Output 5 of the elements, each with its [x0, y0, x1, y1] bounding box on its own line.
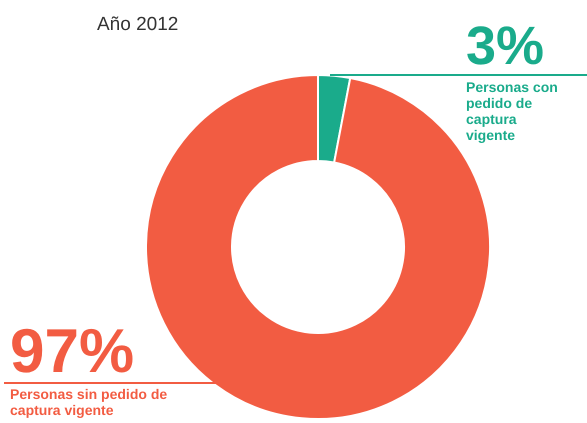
slice-label: Personas con pedido de captura vigente	[466, 79, 558, 143]
slice-label: Personas sin pedido de captura vigente	[10, 386, 168, 418]
chart-title: Año 2012	[97, 14, 178, 35]
data-label: 97%	[10, 317, 134, 386]
data-label: 3%	[466, 16, 544, 76]
